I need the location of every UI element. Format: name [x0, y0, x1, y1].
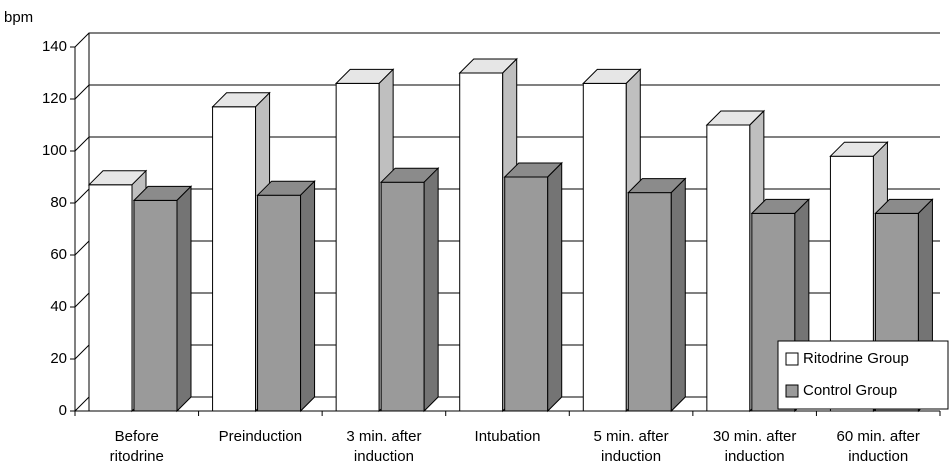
y-tick-label: 0: [59, 402, 67, 419]
y-tick-label: 120: [42, 90, 67, 107]
bar: [706, 124, 751, 412]
x-tick-label: Before ritodrine: [110, 428, 164, 465]
grid-line: [74, 32, 940, 48]
x-tick-label: 3 min. after induction: [346, 428, 421, 465]
bar: [212, 106, 257, 412]
x-tick-label: 60 min. after induction: [837, 428, 920, 465]
y-axis-label: bpm: [4, 9, 33, 26]
y-tick-label: 80: [50, 194, 67, 211]
legend-label: Ritodrine Group: [803, 350, 909, 367]
bar-side: [423, 166, 439, 413]
bar: [133, 199, 178, 412]
x-tick-label: Intubation: [475, 428, 541, 445]
grid-line: [74, 84, 940, 100]
legend-swatch: [785, 352, 799, 366]
y-tick-label: 20: [50, 350, 67, 367]
x-tick-label: 5 min. after induction: [594, 428, 669, 465]
legend-label: Control Group: [803, 382, 897, 399]
bar: [582, 82, 627, 412]
y-tick-label: 60: [50, 246, 67, 263]
bar-side: [176, 185, 192, 413]
bar: [88, 184, 133, 412]
x-tick-label: Preinduction: [219, 428, 302, 445]
bar: [380, 181, 425, 412]
grid-line: [74, 136, 940, 152]
y-tick-label: 140: [42, 38, 67, 55]
bar-side: [670, 177, 686, 413]
bar-side: [300, 179, 316, 413]
y-tick-label: 100: [42, 142, 67, 159]
bar: [459, 72, 504, 412]
bar: [504, 176, 549, 412]
y-tick-label: 40: [50, 298, 67, 315]
bar-side: [547, 161, 563, 413]
legend-swatch: [785, 384, 799, 398]
bar: [335, 82, 380, 412]
x-tick-label: 30 min. after induction: [713, 428, 796, 465]
bar: [257, 194, 302, 412]
legend-box: [777, 340, 949, 410]
bar: [627, 192, 672, 412]
